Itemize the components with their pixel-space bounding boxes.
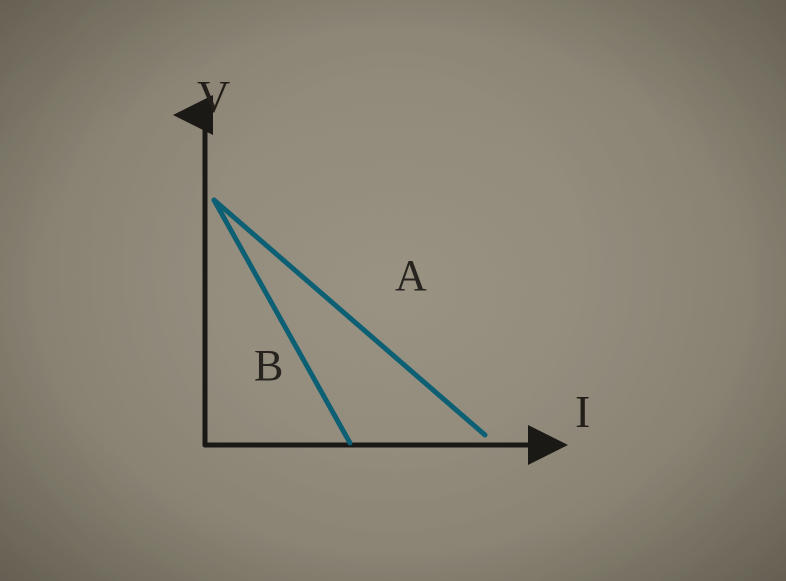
y-axis-label: V bbox=[197, 70, 230, 123]
x-axis-label: I bbox=[575, 385, 590, 438]
line-a-label: A bbox=[395, 250, 427, 301]
shade-overlay bbox=[0, 0, 786, 581]
diagram-svg bbox=[0, 0, 786, 581]
line-b-label: B bbox=[254, 340, 283, 391]
vi-diagram: V I A B bbox=[0, 0, 786, 581]
